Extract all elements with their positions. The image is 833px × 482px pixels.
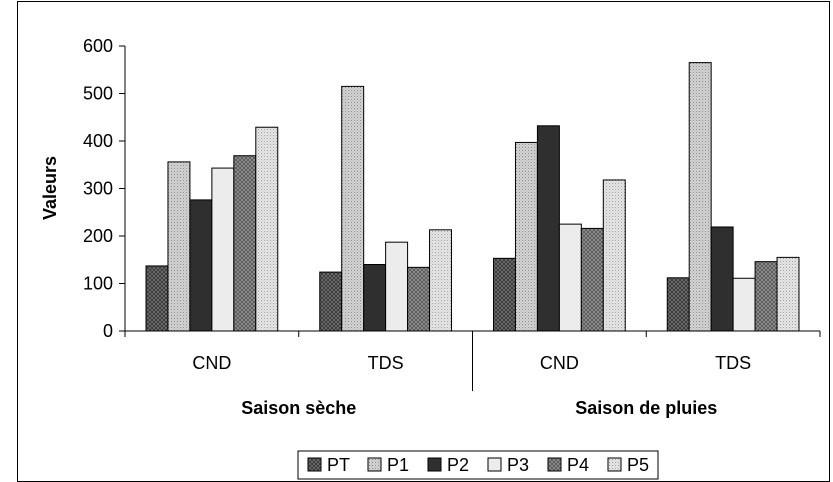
- y-tick-label: 500: [83, 84, 113, 104]
- bar: [407, 266, 431, 332]
- bar: [732, 277, 756, 332]
- y-tick-label: 600: [83, 36, 113, 56]
- bar: [580, 227, 604, 332]
- y-tick-label: 300: [83, 179, 113, 199]
- y-tick-label: 200: [83, 226, 113, 246]
- y-axis: 0 100 200 300 400 500 600: [83, 36, 126, 341]
- legend-label: P1: [387, 455, 409, 475]
- bar: [536, 125, 560, 332]
- x-axis: CND TDS CND TDS Saison sèche Saison de pluies: [124, 330, 821, 418]
- bar: [754, 261, 778, 332]
- legend-swatch: [487, 457, 502, 472]
- legend-label: P2: [447, 455, 469, 475]
- x-group-label: Saison sèche: [241, 398, 356, 418]
- bar: [211, 167, 235, 332]
- bar: [385, 241, 409, 332]
- bar: [493, 257, 516, 332]
- legend-swatch: [607, 457, 622, 472]
- legend-swatch: [367, 457, 382, 472]
- bar: [558, 223, 582, 332]
- bar: [167, 161, 191, 332]
- legend: PT P1 P2 P3 P4 P5: [297, 450, 659, 480]
- legend-label: P5: [627, 455, 649, 475]
- x-tick-label: CND: [540, 353, 579, 373]
- legend-box: [297, 450, 659, 480]
- bar: [319, 271, 343, 332]
- y-tick-label: 100: [83, 274, 113, 294]
- y-tick-label: 0: [103, 321, 113, 341]
- legend-swatch: [427, 457, 442, 472]
- bar: [666, 277, 690, 332]
- x-tick-label: TDS: [715, 353, 751, 373]
- bar: [145, 265, 169, 332]
- bar: [189, 199, 213, 332]
- bar: [429, 229, 453, 332]
- legend-swatch: [547, 457, 562, 472]
- x-group-label: Saison de pluies: [575, 398, 717, 418]
- x-tick-label: CND: [192, 353, 231, 373]
- bar: [776, 256, 800, 332]
- bar: [602, 179, 626, 332]
- bar: [688, 62, 712, 332]
- x-tick-label: TDS: [368, 353, 404, 373]
- bar: [363, 264, 387, 332]
- legend-label: P3: [507, 455, 529, 475]
- bar: [341, 85, 365, 332]
- bar: [255, 126, 279, 332]
- y-tick-label: 400: [83, 131, 113, 151]
- legend-label: P4: [567, 455, 589, 475]
- y-axis-title: Valeurs: [40, 156, 60, 220]
- bar: [233, 155, 257, 332]
- bar: [514, 141, 538, 332]
- bar: [710, 226, 734, 332]
- legend-swatch: [307, 457, 322, 472]
- legend-label: PT: [327, 455, 350, 475]
- bars-area: [145, 62, 800, 332]
